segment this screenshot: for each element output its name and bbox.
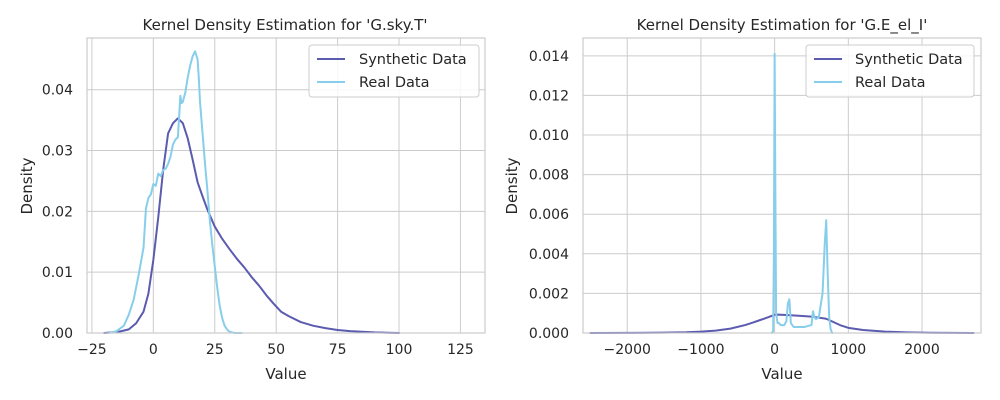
series-line-real — [770, 52, 834, 334]
legend-label-synthetic: Synthetic Data — [359, 52, 467, 68]
series-line-synthetic — [103, 117, 401, 334]
series-line-real — [108, 50, 243, 334]
plot-frame — [582, 37, 982, 334]
y-tick-labels: 0.000 0.002 0.004 0.006 0.008 0.010 0.012 0.014 — [529, 49, 569, 342]
legend-box — [308, 44, 480, 98]
plot-frame — [86, 37, 486, 334]
y-axis-label: Density — [503, 157, 521, 214]
x-tick-label: 0 — [770, 342, 779, 358]
chart-title: Kernel Density Estimation for 'G.E_el_I' — [637, 16, 928, 35]
legend: Synthetic Data Real Data — [308, 44, 480, 98]
x-tick-label: −1000 — [677, 342, 724, 358]
x-tick-label: −2000 — [604, 342, 651, 358]
legend: Synthetic Data Real Data — [805, 44, 975, 98]
series-lines — [103, 50, 401, 334]
x-tick-label: 2000 — [904, 342, 940, 358]
y-tick-label: 0.014 — [529, 49, 569, 65]
series-lines — [589, 52, 975, 334]
y-tick-label: 0.006 — [529, 207, 569, 223]
series-line-synthetic — [589, 313, 975, 334]
y-tick-labels: 0.00 0.01 0.02 0.03 0.04 — [42, 83, 73, 342]
x-axis-label: Value — [265, 365, 306, 383]
y-tick-label: 0.00 — [42, 326, 73, 342]
x-tick-label: 0 — [149, 342, 158, 358]
legend-label-real: Real Data — [359, 75, 430, 91]
legend-box — [805, 44, 975, 98]
x-tick-label: 100 — [386, 342, 413, 358]
x-tick-labels: −2000 −1000 0 1000 2000 — [604, 342, 940, 358]
chart-geel: Kernel Density Estimation for 'G.E_el_I'… — [503, 16, 982, 383]
y-tick-label: 0.010 — [529, 128, 569, 144]
y-axis-label: Density — [18, 157, 36, 214]
y-tick-label: 0.03 — [42, 144, 73, 160]
chart-gsky: Kernel Density Estimation for 'G.sky.T' … — [18, 16, 486, 383]
x-axis-label: Value — [761, 365, 802, 383]
y-tick-label: 0.012 — [529, 88, 569, 104]
x-tick-label: 1000 — [831, 342, 867, 358]
legend-label-synthetic: Synthetic Data — [855, 52, 963, 68]
x-tick-label: 75 — [329, 342, 347, 358]
y-tick-label: 0.004 — [529, 247, 569, 263]
y-tick-label: 0.002 — [529, 286, 569, 302]
x-tick-label: 125 — [447, 342, 474, 358]
x-tick-label: 25 — [206, 342, 224, 358]
y-tick-label: 0.000 — [529, 326, 569, 342]
legend-label-real: Real Data — [855, 75, 926, 91]
x-tick-label: −25 — [77, 342, 107, 358]
y-tick-label: 0.008 — [529, 168, 569, 184]
chart-title: Kernel Density Estimation for 'G.sky.T' — [143, 16, 428, 34]
y-tick-label: 0.01 — [42, 265, 73, 281]
y-tick-label: 0.04 — [42, 83, 73, 99]
x-tick-labels: −25 0 25 50 75 100 125 — [77, 342, 474, 358]
y-tick-label: 0.02 — [42, 204, 73, 220]
x-tick-label: 50 — [267, 342, 285, 358]
